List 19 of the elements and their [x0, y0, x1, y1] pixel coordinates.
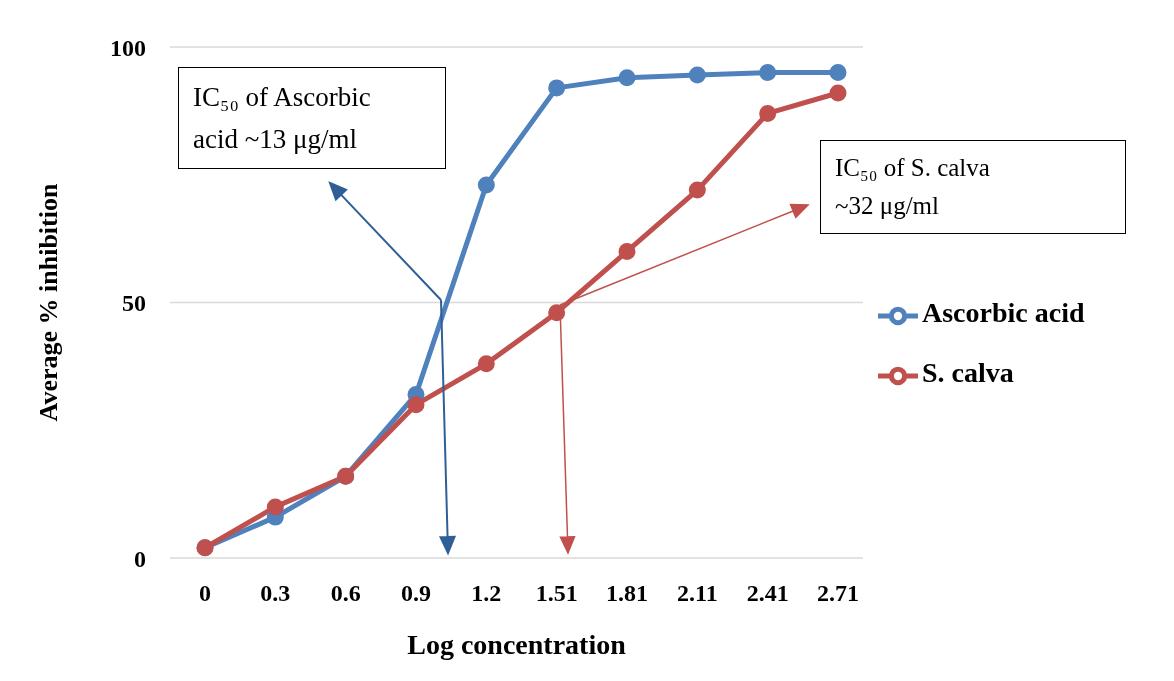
- x-tick-label: 0: [199, 580, 211, 607]
- x-tick-label: 0.9: [401, 580, 431, 607]
- x-tick-label: 1.51: [535, 580, 578, 607]
- x-tick-label: 1.2: [471, 580, 502, 607]
- legend-label: S. calva: [922, 357, 1014, 388]
- callout-box: IC₅₀ of S. calva ~32 μg/ml: [820, 140, 1126, 234]
- callout-box: IC₅₀ of Ascorbic acid ~13 μg/ml: [178, 67, 446, 169]
- y-tick-label: 50: [122, 290, 146, 317]
- y-tick-label: 100: [110, 34, 146, 61]
- x-tick-label: 1.81: [606, 580, 648, 607]
- x-tick-label: 2.71: [817, 580, 859, 607]
- x-tick-label: 2.41: [746, 580, 789, 607]
- legend-label: Ascorbic acid: [922, 297, 1085, 328]
- x-tick-label: 2.11: [676, 580, 718, 607]
- x-tick-label: 0.6: [330, 580, 361, 607]
- x-tick-label: 0.3: [260, 580, 291, 607]
- y-tick-label: 0: [134, 545, 146, 572]
- x-axis-title: Log concentration: [407, 629, 627, 660]
- y-axis-title: Average % inhibition: [34, 183, 64, 422]
